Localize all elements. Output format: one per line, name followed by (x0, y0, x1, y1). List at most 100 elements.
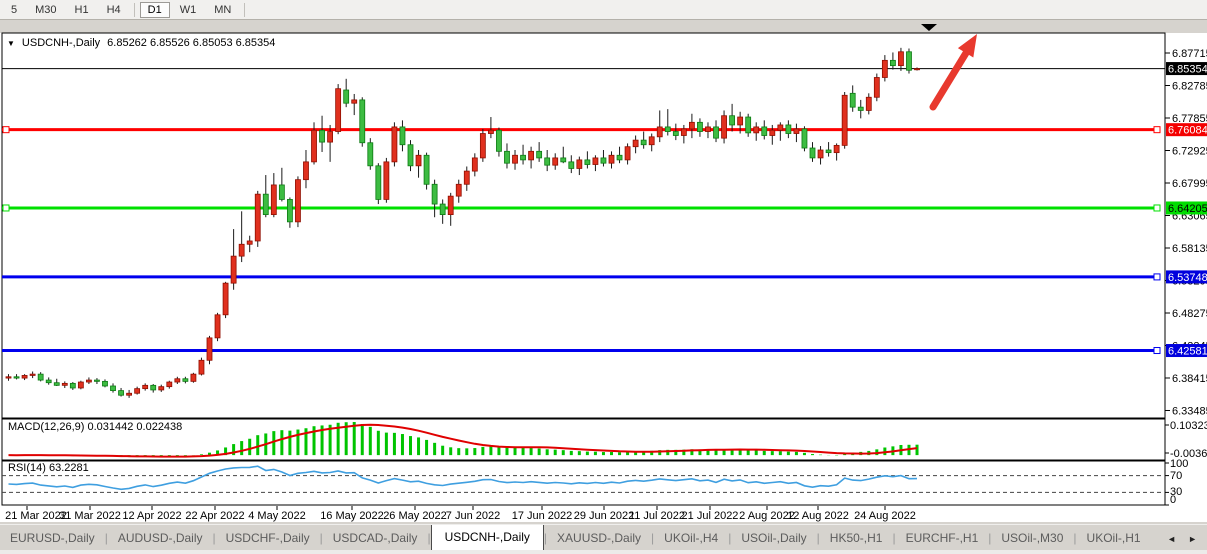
tab-ukoil-h4[interactable]: UKOil-,H4 (664, 531, 719, 545)
symbol-dropdown-icon[interactable]: ▼ (7, 38, 15, 48)
svg-text:11 Jul 2022: 11 Jul 2022 (629, 510, 685, 522)
candle-bearish (713, 126, 719, 139)
tab-usoil-daily[interactable]: USOil-,Daily (741, 531, 807, 545)
candle-bearish (37, 373, 44, 381)
candle-bearish (496, 129, 502, 152)
candle-bearish (849, 92, 856, 108)
macd-label: MACD(12,26,9) 0.031442 0.022438 (8, 421, 183, 433)
candle-bearish (45, 379, 52, 384)
candle-bullish (415, 154, 422, 167)
candle-bullish (391, 126, 398, 163)
candle-bearish (785, 124, 792, 134)
candle-bearish (697, 121, 703, 132)
trend-arrow-annotation[interactable] (929, 34, 977, 111)
horizontal-line-6.64205[interactable] (2, 204, 1161, 212)
tab-xauusd-daily[interactable]: XAUUSD-,Daily (557, 531, 642, 545)
line-handle[interactable] (1153, 347, 1161, 355)
symbol-tab-bar: EURUSD-,Daily | AUDUSD-,Daily | USDCHF-,Dail… (0, 524, 1207, 550)
svg-text:0.103237: 0.103237 (1170, 420, 1207, 432)
chart-shift-marker-icon[interactable] (921, 24, 937, 31)
line-handle[interactable] (1153, 126, 1161, 134)
tab-eurchf-h1[interactable]: EURCHF-,H1 (905, 531, 979, 545)
svg-text:4 May 2022: 4 May 2022 (248, 510, 305, 522)
line-handle[interactable] (1153, 204, 1161, 212)
tab-usdcnh-daily[interactable]: USDCNH-,Daily (430, 525, 544, 550)
candle-bullish (134, 388, 141, 394)
tab-separator: | (651, 531, 655, 545)
timeframe-button-d1[interactable]: D1 (139, 1, 170, 18)
candle-bullish (198, 359, 205, 375)
tab-separator: | (816, 531, 820, 545)
candlestick-series[interactable] (5, 47, 920, 398)
candle-bullish (777, 124, 784, 131)
svg-text:6.77855: 6.77855 (1172, 113, 1207, 125)
candle-bearish (761, 126, 768, 136)
candle-bullish (914, 68, 920, 71)
candle-bullish (327, 131, 334, 143)
line-handle[interactable] (2, 126, 10, 134)
tab-scroll-right-icon[interactable]: ► (1188, 534, 1197, 544)
svg-text:21 Jul 2022: 21 Jul 2022 (682, 510, 739, 522)
candle-bearish (504, 150, 510, 164)
candle-bearish (343, 89, 350, 104)
candle-bullish (206, 337, 213, 361)
candle-bullish (528, 150, 534, 161)
tab-usdchf-daily[interactable]: USDCHF-,Daily (225, 531, 310, 545)
tab-usdcad-daily[interactable]: USDCAD-,Daily (332, 531, 418, 545)
candle-bullish (656, 126, 663, 138)
timeframe-button-mn[interactable]: MN (214, 3, 232, 16)
tab-ukoil-h1[interactable]: UKOil-,H1 (1086, 531, 1141, 545)
svg-text:6.48275: 6.48275 (1172, 308, 1207, 320)
candle-bullish (632, 139, 639, 148)
candle-bearish (407, 144, 414, 167)
horizontal-line-6.76084[interactable] (2, 126, 1161, 134)
svg-text:16 May 2022: 16 May 2022 (320, 510, 384, 522)
candle-bearish (13, 376, 20, 379)
tab-separator: | (892, 531, 896, 545)
candle-bearish (745, 116, 752, 134)
tab-separator: | (728, 531, 732, 545)
chart-title-quotes: 6.85262 6.85526 6.85053 6.85354 (107, 37, 276, 49)
tab-eurusd-daily[interactable]: EURUSD-,Daily (10, 531, 95, 545)
candle-bullish (158, 386, 165, 391)
candle-bearish (616, 154, 623, 161)
svg-text:21 Mar 2022: 21 Mar 2022 (5, 510, 67, 522)
tab-scroll-left-icon[interactable]: ◄ (1167, 534, 1177, 544)
candle-bearish (53, 382, 60, 386)
timeframe-button-h4[interactable]: H4 (106, 3, 121, 16)
candle-bullish (841, 94, 848, 146)
candle-bullish (833, 144, 840, 154)
candle-bearish (286, 199, 293, 223)
horizontal-line-6.53748[interactable] (2, 273, 1161, 281)
candle-bullish (21, 375, 28, 379)
candle-bullish (455, 183, 462, 197)
macd-axis: 0.103237 -0.003664 (1165, 420, 1207, 460)
rsi-line (8, 465, 918, 491)
candle-bullish (680, 128, 687, 136)
axis-price-badge: 6.42581 (1166, 344, 1207, 358)
candle-bearish (367, 142, 374, 167)
chart-title-overlay: ▼ USDCNH-,Daily 6.85262 6.85526 6.85053 … (7, 37, 275, 49)
svg-text:6.33485: 6.33485 (1172, 405, 1207, 417)
timeframe-button-m30[interactable]: M30 (35, 3, 57, 16)
candle-bullish (126, 392, 132, 396)
candle-bullish (576, 159, 583, 169)
svg-text:6.64205: 6.64205 (1168, 203, 1207, 215)
candle-bearish (906, 51, 912, 71)
candle-bearish (431, 183, 438, 205)
candle-bearish (857, 106, 864, 111)
line-handle[interactable] (2, 204, 10, 212)
tab-audusd-daily[interactable]: AUDUSD-,Daily (117, 531, 203, 545)
tab-usoil-m30[interactable]: USOil-,M30 (1001, 531, 1064, 545)
tab-hk50-h1[interactable]: HK50-,H1 (829, 531, 883, 545)
timeframe-button-h1[interactable]: H1 (74, 3, 89, 16)
candle-bullish (61, 382, 68, 386)
candle-bullish (166, 381, 173, 388)
timeframe-button-5[interactable]: 5 (11, 3, 18, 16)
timeframe-button-w1[interactable]: W1 (179, 3, 197, 16)
line-handle[interactable] (1153, 273, 1161, 281)
candle-bullish (254, 193, 261, 242)
horizontal-line-6.42581[interactable] (2, 347, 1161, 355)
